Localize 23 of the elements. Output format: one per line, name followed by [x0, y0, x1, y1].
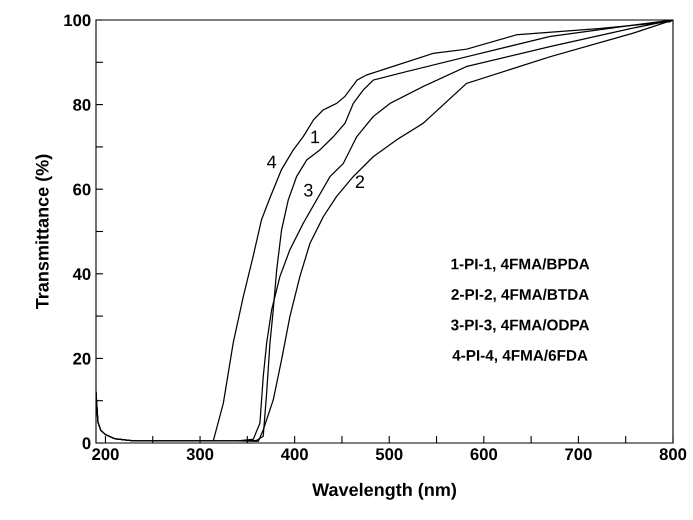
y-tick-label: 100	[64, 14, 90, 26]
y-tick-label: 40	[72, 268, 90, 280]
x-tick-label: 700	[565, 448, 592, 460]
annotation: 4-PI-4, 4FMA/6FDA	[452, 350, 588, 364]
x-tick-label: 200	[92, 448, 119, 460]
x-tick-label: 800	[660, 448, 686, 460]
x-tick-label: 500	[376, 448, 402, 460]
x-tick-label: 400	[280, 448, 308, 460]
series-label: 4	[267, 156, 276, 168]
x-tick-label: 600	[470, 448, 498, 460]
annotation: 1-PI-1, 4FMA/BPDA	[451, 258, 590, 272]
y-tick-label: 80	[73, 99, 90, 111]
series-label: 3	[304, 184, 313, 197]
y-tick-label: 20	[73, 352, 90, 365]
x-axis-title: Wavelength (nm)	[312, 482, 456, 500]
y-tick-label: 60	[73, 184, 90, 196]
annotation: 2-PI-2, 4FMA/BTDA	[451, 288, 589, 302]
annotation: 3-PI-3, 4FMA/ODPA	[450, 319, 590, 333]
series-label: 1	[311, 130, 320, 144]
y-axis-title: Transmittance (%)	[35, 154, 52, 310]
y-tick-label: 0	[82, 437, 90, 450]
x-tick-label: 300	[186, 448, 214, 460]
series-label: 2	[356, 175, 364, 188]
